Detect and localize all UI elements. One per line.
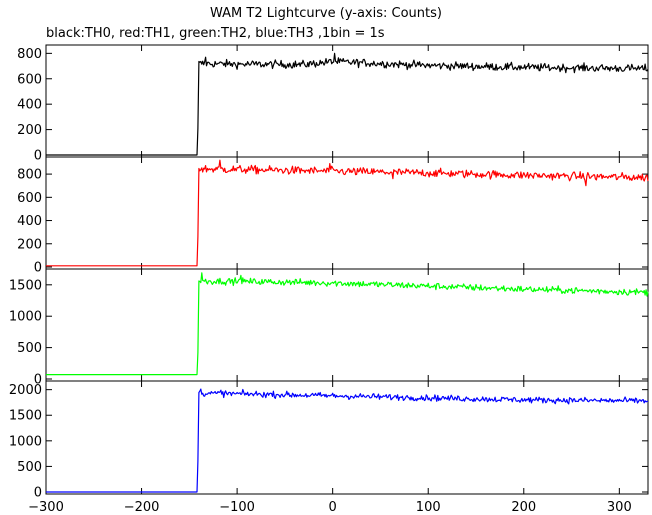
y-tick-label: 500 xyxy=(17,460,42,475)
x-tick-label: −300 xyxy=(28,500,64,515)
series-line-th1 xyxy=(46,159,649,267)
chart-subtitle: black:TH0, red:TH1, green:TH2, blue:TH3 … xyxy=(46,26,385,41)
y-tick-label: 0 xyxy=(34,373,42,388)
y-tick-label: 600 xyxy=(17,191,42,206)
y-tick-label: 0 xyxy=(34,261,42,276)
y-tick-label: 1000 xyxy=(9,310,42,325)
y-tick-label: 2000 xyxy=(9,383,42,398)
y-tick-label: 400 xyxy=(17,98,42,113)
panel-frame-th3 xyxy=(45,380,649,495)
series-line-th3 xyxy=(46,388,648,493)
series-line-th2 xyxy=(46,272,649,376)
y-tick-label: 800 xyxy=(17,47,42,62)
x-tick-label: −100 xyxy=(219,500,255,515)
y-tick-label: 800 xyxy=(17,168,42,183)
x-tick-label: 200 xyxy=(511,500,536,515)
y-tick-label: 500 xyxy=(17,341,42,356)
panel-frame-th0 xyxy=(45,44,649,158)
series-line-th0 xyxy=(46,52,649,156)
y-tick-label: 200 xyxy=(17,123,42,138)
y-tick-label: 200 xyxy=(17,237,42,252)
x-tick-label: 100 xyxy=(416,500,441,515)
y-tick-label: 0 xyxy=(34,486,42,501)
x-tick-label: 0 xyxy=(329,500,337,515)
x-tick-label: 300 xyxy=(607,500,632,515)
y-tick-label: 1000 xyxy=(9,434,42,449)
y-tick-label: 0 xyxy=(34,149,42,164)
y-tick-label: 600 xyxy=(17,72,42,87)
chart-title: WAM T2 Lightcurve (y-axis: Counts) xyxy=(210,6,442,21)
x-tick-label: −200 xyxy=(124,500,160,515)
y-tick-label: 1500 xyxy=(9,409,42,424)
y-tick-label: 1500 xyxy=(9,278,42,293)
y-tick-label: 400 xyxy=(17,214,42,229)
